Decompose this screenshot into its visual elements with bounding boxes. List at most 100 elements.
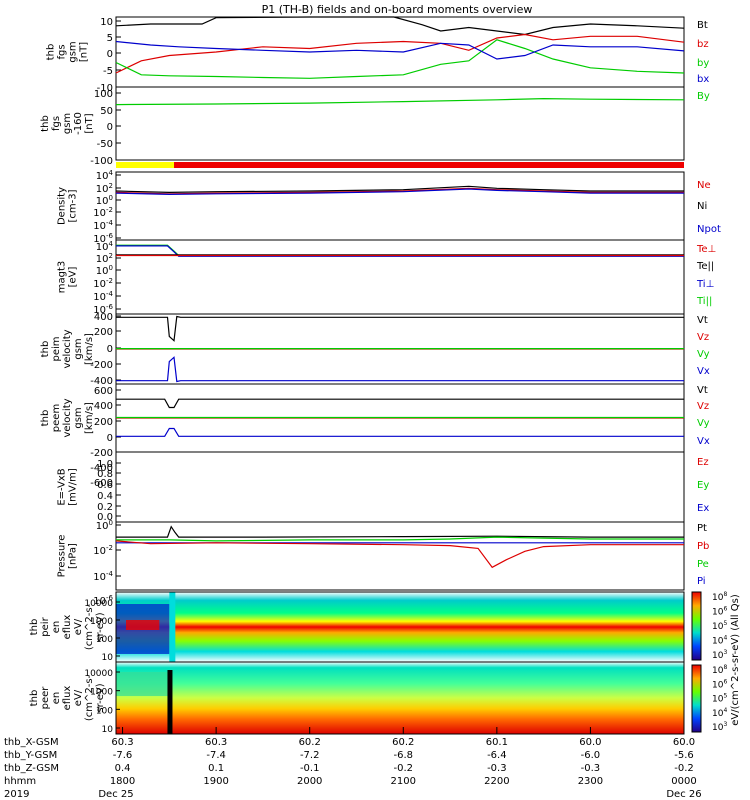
legend-entry-bz: bz (697, 39, 709, 50)
y-tick-label: -5 (103, 66, 113, 77)
y-axis-label-line: [nT] (79, 42, 90, 62)
panel-2: thb fgs gsm -160 [nT] By (40, 86, 710, 161)
panel-6: thb peem velocity gsm [km/s] Vt Vz Vy Vx (40, 383, 710, 483)
y-tick-label: 400 (94, 312, 113, 323)
y-tick-label: -50 (97, 139, 113, 150)
series-line-vx (116, 356, 684, 383)
y-tick-label: 0.8 (97, 469, 113, 480)
y-axis-label-line: peir (40, 616, 51, 636)
colorbar-label: eV/(cm^2-s-sr-eV) (All Qs) (730, 594, 741, 726)
spectrogram-frame (115, 661, 685, 735)
legend-entry-pt: Pt (697, 523, 707, 534)
legend-entry-vz: Vz (697, 332, 709, 343)
y-tick-label: 100 (96, 706, 113, 716)
y-tick-label: -100 (90, 156, 113, 167)
y-axis-label-line: eV/ (73, 618, 84, 635)
y-tick-label: 10-2 (93, 544, 113, 557)
orbit-row-value: -0.2 (394, 763, 414, 774)
x-tick-label: 2000 (297, 776, 322, 787)
y-tick-label: -10 (97, 83, 113, 94)
series-line-vx (116, 427, 684, 437)
series-line-bx (115, 40, 685, 60)
legend-entry-by: By (697, 91, 710, 102)
orbit-row-value: 60.0 (673, 737, 695, 748)
orbit-row-value: -7.2 (300, 750, 320, 761)
y-tick-label: 104 (96, 240, 114, 253)
y-tick-label: 0 (107, 344, 113, 355)
y-tick-label: 100 (96, 635, 113, 645)
y-tick-label: 1000 (90, 617, 113, 627)
panel-5: thb peim velocity gsm [km/s] Vt Vz Vy Vx (40, 313, 710, 385)
y-axis-label-line: en (51, 621, 62, 634)
y-tick-label: 400 (94, 401, 113, 412)
y-tick-label: 10000 (84, 669, 113, 679)
y-axis-label-line: sr-eV) (95, 612, 106, 641)
orbit-row-value: 60.3 (111, 737, 133, 748)
colorbar-tick-label: 104 (712, 635, 727, 647)
y-tick-label: 10-2 (93, 206, 113, 219)
y-tick-label: 10000 (84, 599, 113, 609)
orbit-row-value: -7.4 (206, 750, 226, 761)
x-tick-label: 1800 (110, 776, 135, 787)
legend-entry-vx: Vx (697, 436, 710, 447)
y-tick-label: 10 (100, 17, 113, 28)
orbit-row-value: -0.1 (300, 763, 320, 774)
y-axis-label-line: [cm-3] (68, 189, 79, 222)
y-tick-label: 10-2 (93, 277, 113, 290)
legend-entry-ey: Ey (697, 480, 709, 491)
spectrogram-peak-band (126, 620, 160, 630)
y-axis-label-line: fgs (51, 116, 62, 131)
y-axis-label-line: [nT] (84, 113, 95, 133)
series-line-bt (115, 16, 685, 36)
legend-entry-te-: Te|| (696, 261, 714, 272)
legend-entry-ni: Ni (697, 201, 707, 212)
orbit-row-value: 60.0 (579, 737, 601, 748)
orbit-row-value: -0.3 (487, 763, 507, 774)
x-tick-label: 1900 (203, 776, 228, 787)
y-axis-label-line: peem (51, 404, 62, 432)
colorbar-2 (691, 664, 702, 733)
mode-bar-fast-survey (174, 162, 684, 168)
y-axis-label-line: en (51, 692, 62, 705)
end-date-label: Dec 26 (666, 789, 701, 800)
y-axis-label-line: E=-VxB (57, 468, 68, 505)
y-tick-label: 10-6 (93, 232, 113, 245)
series-line-bz (115, 33, 685, 74)
y-tick-label: 1.0 (97, 459, 113, 470)
spectrogram-gap (167, 670, 173, 734)
y-axis-label-line: [mV/m] (68, 468, 79, 506)
y-tick-label: 0 (107, 122, 113, 133)
y-axis-label-line: eflux (62, 615, 73, 640)
y-axis-label-line: thb (40, 115, 51, 132)
y-axis-label-line: [eV] (68, 267, 79, 288)
y-axis-label-line: Pressure (57, 535, 68, 578)
colorbar-tick-label: 108 (712, 591, 727, 603)
y-tick-label: 10-6 (93, 594, 113, 607)
y-tick-label: 100 (96, 264, 113, 277)
y-axis-label-line: thb (40, 341, 51, 358)
orbit-row-value: -5.6 (674, 750, 694, 761)
y-tick-label: 50 (100, 106, 113, 117)
series-line-vt (116, 398, 684, 409)
plot-frame (115, 171, 685, 241)
y-tick-label: 600 (94, 386, 113, 397)
colorbar-tick-label: 103 (712, 721, 727, 733)
y-tick-label: 0.2 (97, 502, 113, 513)
y-axis-label-line: gsm (73, 338, 84, 359)
y-axis-label-line: Density (57, 187, 68, 225)
series-line-ti- (116, 245, 684, 257)
y-tick-label: 10-4 (93, 290, 113, 303)
y-axis-label-line: [nPa] (68, 543, 79, 569)
orbit-row-value: -6.8 (394, 750, 414, 761)
orbit-row-value: -6.4 (487, 750, 507, 761)
colorbar-1 (691, 591, 702, 661)
legend-entry-ex: Ex (697, 503, 709, 514)
y-axis-label-line: [km/s] (84, 333, 95, 365)
y-tick-label: 0.0 (97, 512, 113, 523)
legend-entry-ne: Ne (697, 180, 711, 191)
orbit-row-value: -6.0 (581, 750, 601, 761)
orbit-row-value: 60.2 (392, 737, 414, 748)
orbit-row-label: thb_X-GSM (4, 737, 59, 748)
legend-entry-bx: bx (697, 74, 709, 85)
legend-entry-vt: Vt (697, 385, 708, 396)
